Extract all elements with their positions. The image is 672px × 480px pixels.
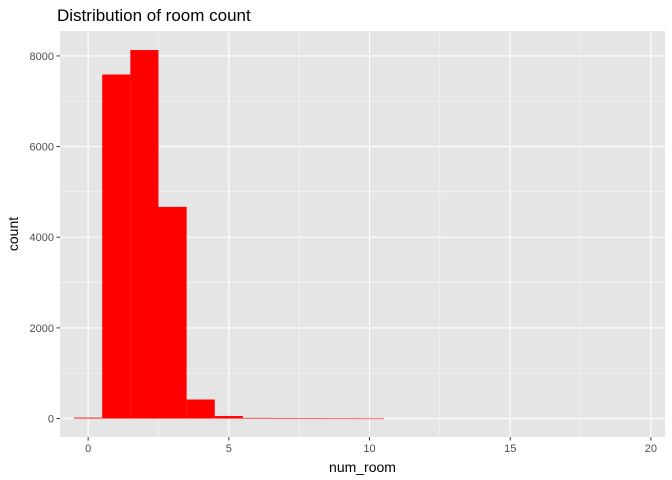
x-tick-label: 10: [363, 443, 375, 455]
y-tick-label: 8000: [30, 51, 54, 63]
y-tick-label: 4000: [30, 232, 54, 244]
y-axis-title: count: [5, 217, 21, 251]
x-tick-label: 15: [504, 443, 516, 455]
histogram-bar: [158, 206, 187, 419]
histogram-bar: [130, 50, 159, 419]
histogram-bar: [355, 418, 384, 420]
x-axis-ticks: 0 5 10 15 20: [85, 437, 657, 455]
y-axis-ticks: 0 2000 4000 6000 8000: [30, 51, 60, 426]
x-axis-title: num_room: [329, 459, 396, 475]
histogram-bar: [299, 418, 328, 420]
y-tick-label: 6000: [30, 142, 54, 154]
histogram-bar: [74, 417, 103, 419]
y-tick-label: 0: [48, 414, 54, 426]
histogram-bar: [102, 74, 131, 419]
histogram-bar: [242, 417, 272, 419]
chart-title: Distribution of room count: [57, 6, 251, 25]
histogram-bar: [186, 399, 215, 419]
histogram-bar: [214, 416, 243, 419]
x-tick-label: 20: [645, 443, 657, 455]
histogram-bars: [74, 50, 384, 420]
x-tick-label: 5: [226, 443, 232, 455]
histogram-bar: [271, 418, 300, 419]
histogram-bar: [327, 418, 356, 420]
x-tick-label: 0: [85, 443, 91, 455]
y-tick-label: 2000: [30, 323, 54, 335]
